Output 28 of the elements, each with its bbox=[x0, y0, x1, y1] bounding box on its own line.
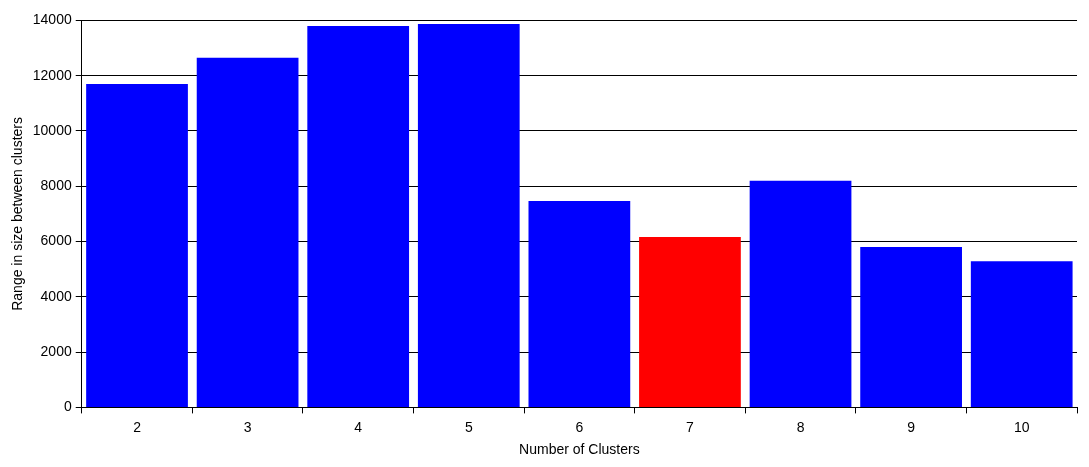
y-tick-label: 2000 bbox=[40, 342, 72, 359]
x-axis-title: Number of Clusters bbox=[519, 441, 640, 458]
bar bbox=[528, 200, 631, 407]
y-tick-label: 8000 bbox=[40, 177, 72, 194]
x-tick-label: 7 bbox=[686, 418, 695, 435]
y-tick-label: 14000 bbox=[32, 11, 72, 28]
y-tick-label: 10000 bbox=[32, 121, 72, 138]
bar bbox=[860, 247, 962, 407]
y-tick-label: 4000 bbox=[40, 287, 72, 304]
x-tick-label: 8 bbox=[796, 418, 805, 435]
y-tick-label: 12000 bbox=[32, 66, 72, 83]
bar bbox=[307, 25, 410, 407]
x-tick-label: 6 bbox=[575, 418, 584, 435]
x-tick-label: 4 bbox=[354, 418, 363, 435]
y-axis-title: Range in size between clusters bbox=[9, 117, 26, 311]
y-tick-label: 6000 bbox=[40, 232, 72, 249]
x-tick-label: 2 bbox=[133, 418, 142, 435]
bar bbox=[417, 23, 520, 407]
x-tick-label: 9 bbox=[907, 418, 916, 435]
bar bbox=[196, 57, 299, 407]
bar bbox=[639, 237, 741, 407]
bar bbox=[86, 83, 188, 407]
x-tick-label: 3 bbox=[243, 418, 252, 435]
bar bbox=[749, 180, 852, 407]
x-tick-label: 10 bbox=[1013, 418, 1030, 435]
bar bbox=[970, 261, 1073, 407]
y-tick-label: 0 bbox=[63, 398, 72, 415]
x-tick-label: 5 bbox=[464, 418, 473, 435]
